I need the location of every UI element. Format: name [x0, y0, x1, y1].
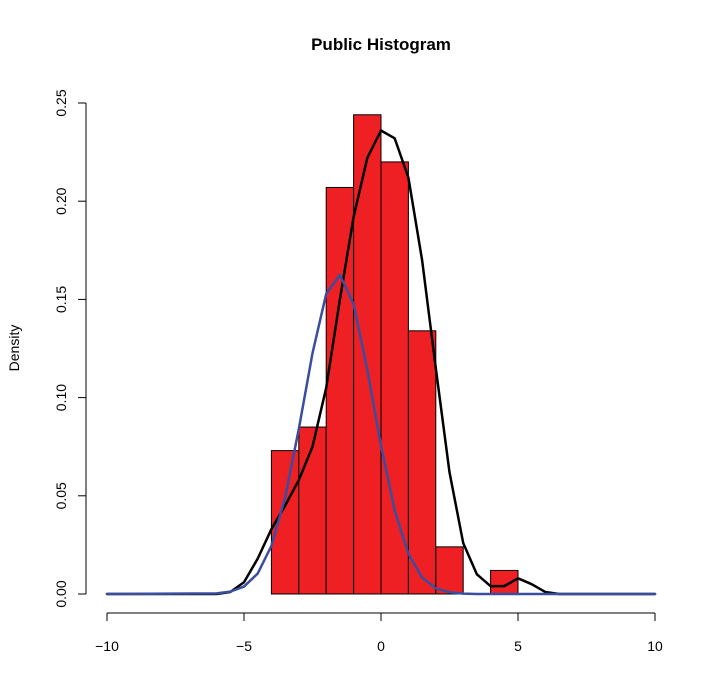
y-tick-label: 0.20 — [53, 187, 69, 214]
x-axis: −10 −5 0 5 10 — [95, 612, 663, 654]
x-tick-label: −5 — [236, 638, 252, 654]
density-curves — [105, 129, 657, 596]
chart-title: Public Histogram — [311, 35, 451, 54]
y-tick-label: 0.10 — [53, 384, 69, 411]
y-tick-label: 0.25 — [53, 89, 69, 116]
y-tick-label: 0.15 — [53, 286, 69, 313]
x-tick-label: 0 — [377, 638, 385, 654]
x-tick-label: 5 — [514, 638, 522, 654]
histogram-bar-1 — [298, 426, 327, 595]
density-line-0 — [105, 129, 657, 596]
density-line-1 — [105, 273, 657, 596]
histogram-bar-3 — [353, 114, 382, 595]
histogram-bar-2 — [325, 186, 355, 595]
y-axis: 0.00 0.05 0.10 0.15 0.20 0.25 — [53, 89, 87, 608]
y-axis-label: Density — [6, 325, 22, 372]
histogram-bar-5 — [407, 330, 437, 595]
histogram-bar-4 — [380, 161, 409, 595]
x-tick-label: −10 — [95, 638, 119, 654]
x-tick-label: 10 — [647, 638, 663, 654]
y-tick-label: 0.00 — [53, 580, 69, 607]
histogram-bar-8 — [490, 569, 519, 595]
histogram-bar-6 — [435, 546, 464, 595]
y-tick-label: 0.05 — [53, 482, 69, 509]
histogram-bars — [270, 114, 519, 595]
